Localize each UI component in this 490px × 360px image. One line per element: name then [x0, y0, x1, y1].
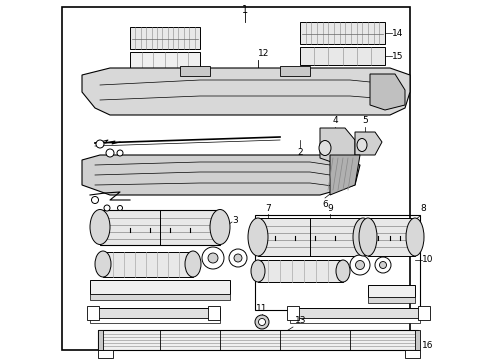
Ellipse shape [95, 251, 111, 277]
Ellipse shape [350, 255, 370, 275]
Bar [368, 285, 415, 297]
Ellipse shape [208, 253, 218, 263]
Ellipse shape [359, 218, 377, 256]
Ellipse shape [118, 206, 122, 211]
Polygon shape [370, 74, 405, 110]
Bar [290, 318, 420, 323]
Text: 14: 14 [392, 28, 403, 37]
Ellipse shape [210, 210, 230, 244]
Polygon shape [320, 128, 355, 165]
Text: 15: 15 [392, 51, 403, 60]
Bar [98, 330, 103, 350]
Polygon shape [355, 132, 382, 155]
Text: 13: 13 [295, 316, 307, 325]
Bar [280, 66, 310, 76]
Bar [98, 330, 418, 350]
Bar [258, 260, 343, 282]
Bar [290, 308, 420, 318]
Bar [300, 22, 385, 44]
Ellipse shape [106, 149, 114, 157]
Bar [255, 215, 420, 310]
Ellipse shape [117, 150, 123, 156]
Ellipse shape [259, 319, 266, 325]
Bar [258, 218, 363, 256]
Ellipse shape [234, 254, 242, 262]
Polygon shape [82, 155, 360, 195]
Text: 9: 9 [327, 204, 333, 213]
Text: 5: 5 [362, 116, 368, 125]
Bar [62, 7, 410, 350]
Ellipse shape [202, 247, 224, 269]
Text: 10: 10 [422, 256, 434, 265]
Bar [418, 306, 430, 320]
Ellipse shape [229, 249, 247, 267]
Ellipse shape [357, 139, 367, 152]
Bar [368, 218, 415, 256]
Text: 11: 11 [256, 304, 268, 313]
Bar [130, 27, 200, 49]
Ellipse shape [353, 218, 373, 256]
Ellipse shape [319, 140, 331, 156]
Polygon shape [82, 68, 410, 115]
Text: 16: 16 [422, 341, 434, 350]
Bar [90, 294, 230, 300]
Ellipse shape [356, 261, 365, 270]
Bar [98, 350, 113, 358]
Bar [87, 306, 99, 320]
Polygon shape [330, 155, 360, 195]
Ellipse shape [96, 140, 104, 148]
Bar [405, 350, 420, 358]
Bar [100, 210, 220, 245]
Text: 1: 1 [242, 5, 248, 15]
Ellipse shape [251, 260, 265, 282]
Bar [208, 306, 220, 320]
Text: 6: 6 [322, 200, 328, 209]
Ellipse shape [185, 251, 201, 277]
Text: 8: 8 [420, 204, 426, 213]
Bar [415, 330, 420, 350]
Bar [103, 252, 193, 277]
Text: 12: 12 [258, 49, 270, 58]
Text: 4: 4 [332, 116, 338, 125]
Ellipse shape [248, 218, 268, 256]
Ellipse shape [104, 205, 110, 211]
Bar [300, 47, 385, 65]
Bar [180, 66, 210, 76]
Bar [90, 318, 220, 323]
Bar [130, 52, 200, 70]
Ellipse shape [379, 261, 387, 269]
Ellipse shape [92, 197, 98, 203]
Text: 2: 2 [297, 148, 303, 157]
Text: 3: 3 [232, 216, 238, 225]
Ellipse shape [406, 218, 424, 256]
Bar [287, 306, 299, 320]
Ellipse shape [90, 210, 110, 244]
Bar [90, 280, 230, 294]
Bar [368, 297, 415, 303]
Ellipse shape [336, 260, 350, 282]
Ellipse shape [255, 315, 269, 329]
Text: 7: 7 [265, 204, 271, 213]
Ellipse shape [375, 257, 391, 273]
Bar [90, 308, 220, 318]
